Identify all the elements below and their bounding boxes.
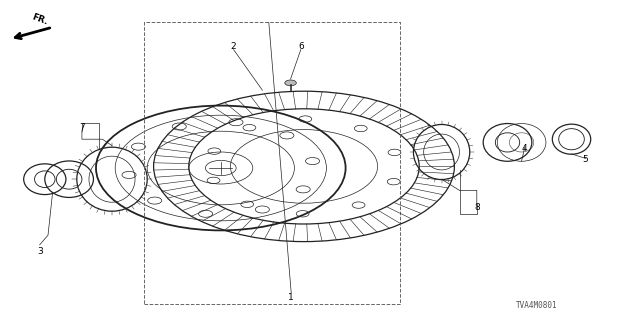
Text: FR.: FR. <box>31 12 49 26</box>
Text: TVA4M0801: TVA4M0801 <box>515 301 557 310</box>
Text: 2: 2 <box>231 42 236 51</box>
Text: 5: 5 <box>583 156 588 164</box>
Text: 3: 3 <box>37 247 42 256</box>
Text: 7: 7 <box>79 124 84 132</box>
Circle shape <box>285 80 296 86</box>
Text: 6: 6 <box>298 42 303 51</box>
Text: 8: 8 <box>474 204 479 212</box>
Text: 1: 1 <box>289 293 294 302</box>
Text: 4: 4 <box>522 144 527 153</box>
